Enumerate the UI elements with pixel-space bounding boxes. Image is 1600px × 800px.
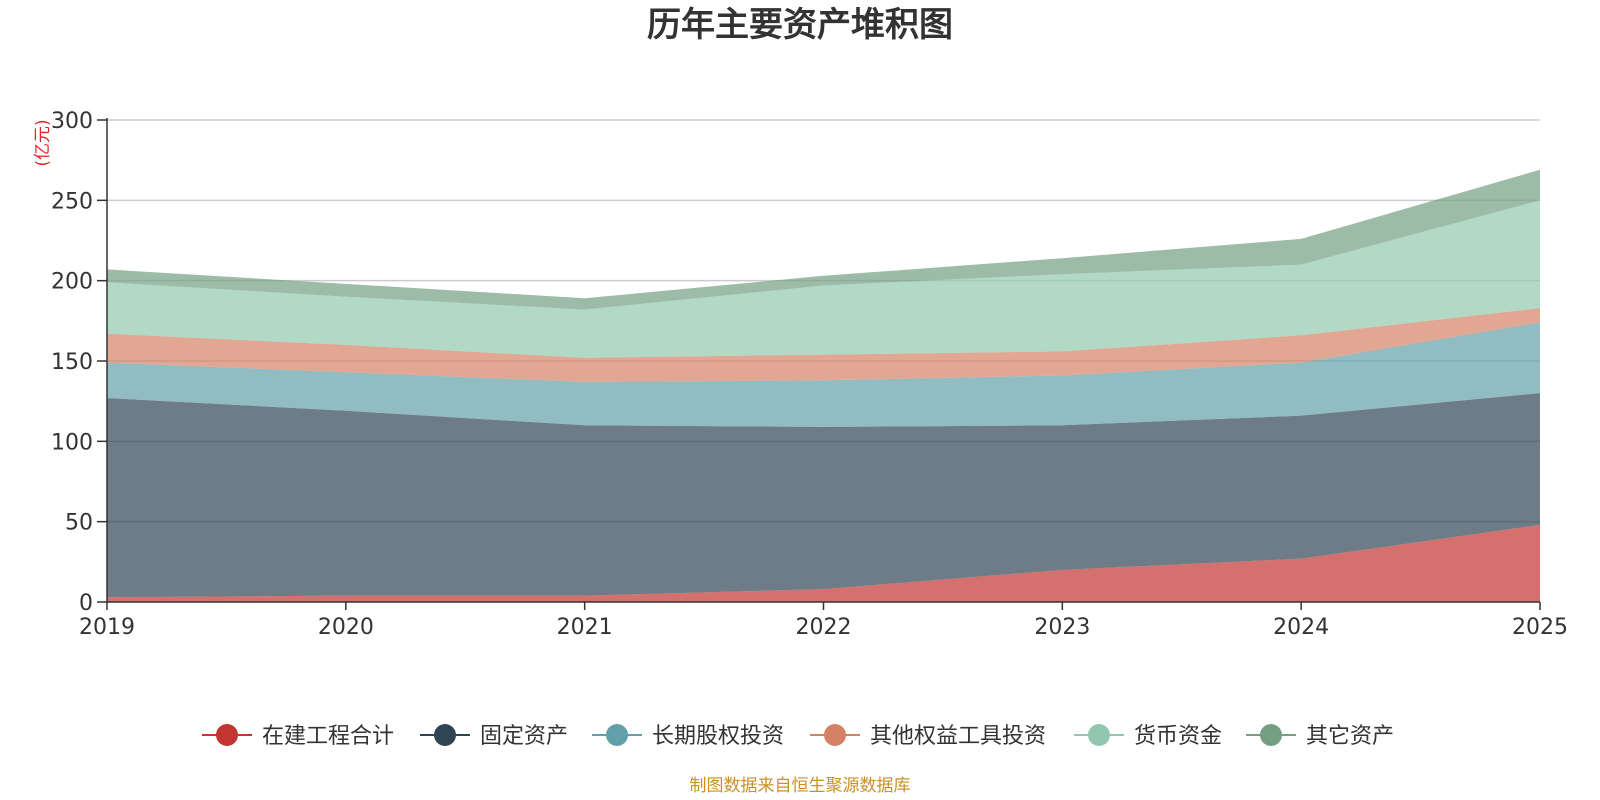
legend-label: 其它资产 bbox=[1306, 724, 1394, 749]
legend-item-2[interactable]: 固定资产 bbox=[420, 724, 568, 749]
legend-item-1[interactable]: 在建工程合计 bbox=[202, 724, 394, 749]
chart-title: 历年主要资产堆积图 bbox=[647, 5, 953, 45]
legend-label: 其他权益工具投资 bbox=[870, 724, 1046, 749]
y-tick-label: 50 bbox=[65, 511, 93, 536]
x-tick-label: 2021 bbox=[557, 615, 613, 640]
area-series-2[interactable] bbox=[107, 393, 1540, 598]
legend-item-6[interactable]: 其它资产 bbox=[1246, 724, 1394, 749]
area-series-1[interactable] bbox=[107, 524, 1540, 602]
legend-marker-icon bbox=[606, 724, 628, 746]
data-source-note: 制图数据来自恒生聚源数据库 bbox=[690, 776, 911, 796]
legend-item-4[interactable]: 其他权益工具投资 bbox=[810, 724, 1046, 749]
area-series-3[interactable] bbox=[107, 322, 1540, 427]
legend[interactable]: 在建工程合计 固定资产 长期股权投资 其他权益工具投资 货币资金 其它资产 bbox=[202, 724, 1394, 749]
x-tick-label: 2022 bbox=[796, 615, 852, 640]
y-tick-label: 200 bbox=[51, 270, 93, 295]
y-tick-label: 150 bbox=[51, 350, 93, 375]
x-tick-label: 2025 bbox=[1512, 615, 1568, 640]
legend-marker-icon bbox=[216, 724, 238, 746]
axes: 0 50 100 150 200 250 300 2019 2020 2021 2022 2023 20… bbox=[51, 109, 1568, 640]
legend-label: 货币资金 bbox=[1134, 724, 1222, 749]
y-tick-label: 0 bbox=[79, 591, 93, 616]
legend-marker-icon bbox=[1260, 724, 1282, 746]
y-tick-label: 250 bbox=[51, 189, 93, 214]
x-tick-label: 2019 bbox=[79, 615, 135, 640]
legend-label: 在建工程合计 bbox=[262, 724, 394, 749]
legend-marker-icon bbox=[1088, 724, 1110, 746]
legend-item-3[interactable]: 长期股权投资 bbox=[592, 724, 784, 749]
legend-label: 固定资产 bbox=[480, 724, 568, 749]
y-tick-label: 100 bbox=[51, 430, 93, 455]
legend-item-5[interactable]: 货币资金 bbox=[1074, 724, 1222, 749]
x-tick-label: 2024 bbox=[1273, 615, 1329, 640]
y-axis-unit-label: (亿元) bbox=[33, 119, 53, 166]
legend-marker-icon bbox=[824, 724, 846, 746]
legend-label: 长期股权投资 bbox=[652, 724, 784, 749]
area-series-5[interactable] bbox=[107, 200, 1540, 358]
x-tick-label: 2023 bbox=[1034, 615, 1090, 640]
x-tick-label: 2020 bbox=[318, 615, 374, 640]
area-series-4[interactable] bbox=[107, 308, 1540, 382]
area-series-6[interactable] bbox=[107, 169, 1540, 310]
y-tick-label: 300 bbox=[51, 109, 93, 134]
area-series bbox=[107, 169, 1540, 602]
legend-marker-icon bbox=[434, 724, 456, 746]
